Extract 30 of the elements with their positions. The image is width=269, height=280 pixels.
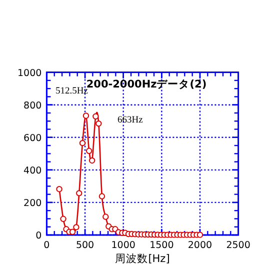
y-tick-label: 0: [36, 230, 42, 242]
point: [79, 140, 86, 146]
point: [60, 216, 66, 222]
x-tick-label: 1500: [150, 240, 174, 251]
x-tick-label: 1000: [111, 240, 136, 251]
point: [98, 193, 106, 200]
y-tick-label: 600: [24, 132, 42, 144]
x-tick-label: 0: [44, 240, 50, 251]
x-axis-title: 周波数[Hz]: [115, 252, 170, 265]
x-tick-label: 2500: [226, 240, 250, 251]
point: [86, 148, 92, 154]
y-tick-label: 400: [24, 165, 42, 176]
x-tick-label: 500: [76, 240, 94, 251]
annotation: 512.5Hz: [56, 86, 88, 97]
point: [73, 224, 80, 230]
point: [196, 232, 204, 238]
point: [92, 113, 99, 120]
point: [56, 186, 62, 192]
y-tick-label: 1000: [18, 68, 42, 79]
annotation: 663Hz: [118, 115, 143, 126]
text: 200-2000Hzデータ(2): [86, 78, 207, 90]
point: [82, 112, 90, 119]
y-tick-label: 200: [24, 198, 42, 209]
x-tick-label: 2000: [188, 240, 212, 251]
point: [69, 228, 76, 236]
point: [76, 190, 82, 196]
point: [96, 120, 102, 127]
point: [88, 157, 96, 164]
y-tick-label: 800: [24, 100, 42, 112]
point: [102, 214, 109, 220]
